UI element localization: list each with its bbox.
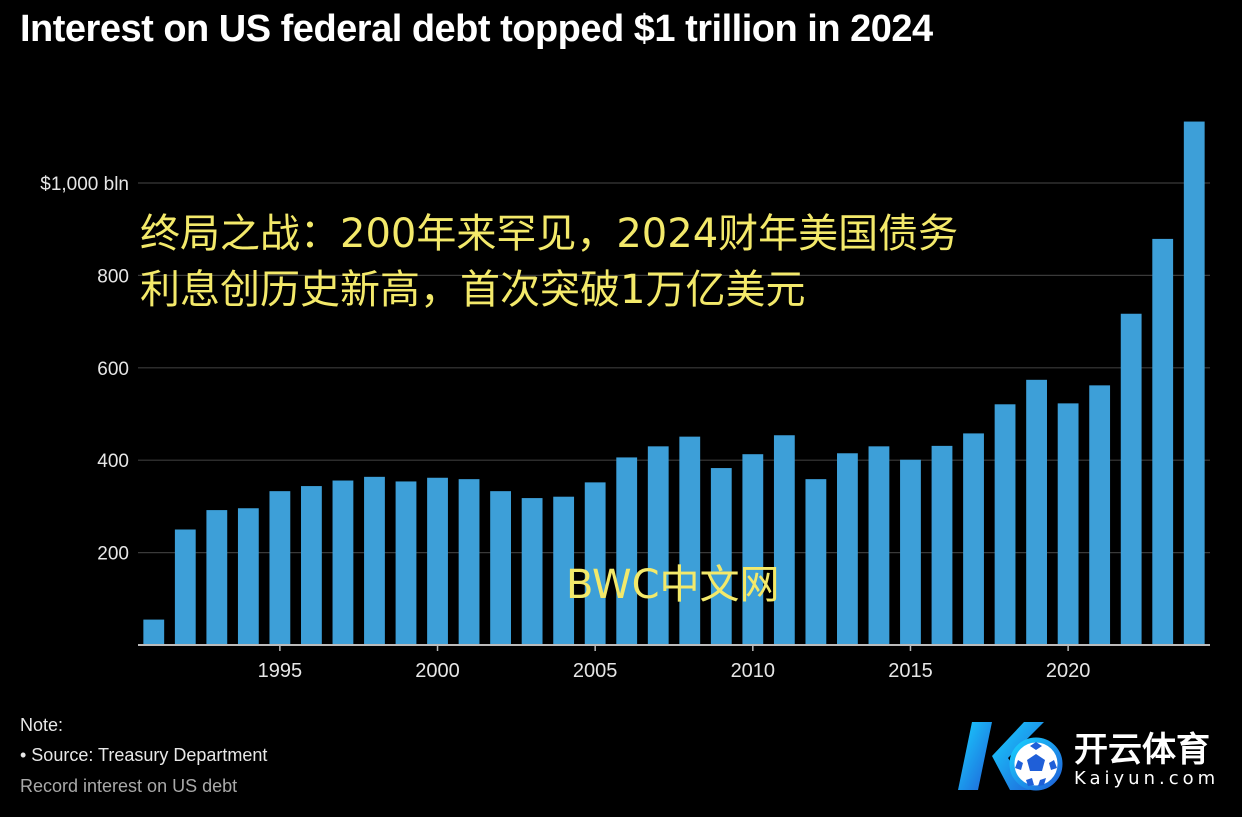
y-tick-label: $1,000 bln <box>40 174 129 195</box>
x-tick-label: 2020 <box>1046 660 1091 682</box>
y-tick-label: 400 <box>97 451 129 472</box>
bar-2006 <box>616 457 638 645</box>
bar-1994 <box>237 508 259 645</box>
x-tick-label: 1995 <box>258 660 303 682</box>
chinese-overlay-caption: 终局之战：200年来罕见，2024财年美国债务 利息创历史新高，首次突破1万亿美… <box>140 206 958 318</box>
bar-2024 <box>1183 121 1205 645</box>
bar-1991 <box>143 619 165 645</box>
logo-chinese-text: 开云体育 <box>1074 730 1210 770</box>
x-tick-label: 2010 <box>731 660 776 682</box>
bar-2005 <box>584 482 606 645</box>
bars <box>143 121 1205 646</box>
x-tick-label: 2015 <box>888 660 933 682</box>
bar-2003 <box>521 498 543 645</box>
bar-1996 <box>301 486 322 645</box>
bar-2004 <box>553 496 575 645</box>
overlay-caption-line-2: 利息创历史新高，首次突破1万亿美元 <box>140 267 806 313</box>
bar-2014 <box>868 446 890 645</box>
bar-2019 <box>1026 379 1047 645</box>
bar-1992 <box>174 529 196 645</box>
x-tick-label: 2005 <box>573 660 618 682</box>
bar-1997 <box>332 480 354 645</box>
watermark-text: BWC中文网 <box>566 562 780 608</box>
y-axis-ticks: 200 400 600 800 $1,000 bln <box>40 174 129 565</box>
logo-english-text: Kaiyun.com <box>1074 768 1220 789</box>
bar-2023 <box>1152 238 1174 646</box>
logo-mark-icon <box>958 722 1063 791</box>
note-source: • Source: Treasury Department <box>20 745 268 765</box>
bar-2011 <box>773 435 795 645</box>
bar-2013 <box>837 453 858 645</box>
bar-2010 <box>742 454 764 645</box>
bar-1999 <box>395 481 417 645</box>
bar-2021 <box>1089 385 1111 645</box>
bar-2009 <box>710 468 732 645</box>
bar-2007 <box>647 446 669 645</box>
bar-2022 <box>1120 313 1142 645</box>
y-tick-label: 200 <box>97 544 129 565</box>
x-tick-label: 2000 <box>415 660 460 682</box>
note-label: Note: <box>20 715 64 735</box>
bar-2012 <box>805 479 827 645</box>
bar-2000 <box>427 477 448 645</box>
overlay-caption-line-1: 终局之战：200年来罕见，2024财年美国债务 <box>140 211 959 257</box>
kaiyun-logo: 开云体育 Kaiyun.com <box>958 716 1238 796</box>
bar-2002 <box>490 491 511 645</box>
note-block: Note: • Source: Treasury Department <box>20 710 267 770</box>
bar-2017 <box>963 433 984 645</box>
y-tick-label: 600 <box>97 359 129 380</box>
bar-1993 <box>206 510 228 645</box>
bar-2018 <box>994 404 1016 645</box>
chart-title: Interest on US federal debt topped $1 tr… <box>20 8 933 50</box>
bar-2020 <box>1057 403 1079 645</box>
bar-2008 <box>679 436 701 645</box>
bar-1995 <box>269 491 291 645</box>
bar-2015 <box>900 459 921 645</box>
y-tick-label: 800 <box>97 266 129 287</box>
chart-subnote: Record interest on US debt <box>20 776 238 796</box>
bar-2016 <box>931 445 953 645</box>
bar-1998 <box>364 476 385 645</box>
bar-2001 <box>458 479 480 645</box>
x-axis-ticks: 1995 2000 2005 2010 2015 2020 <box>258 645 1091 682</box>
